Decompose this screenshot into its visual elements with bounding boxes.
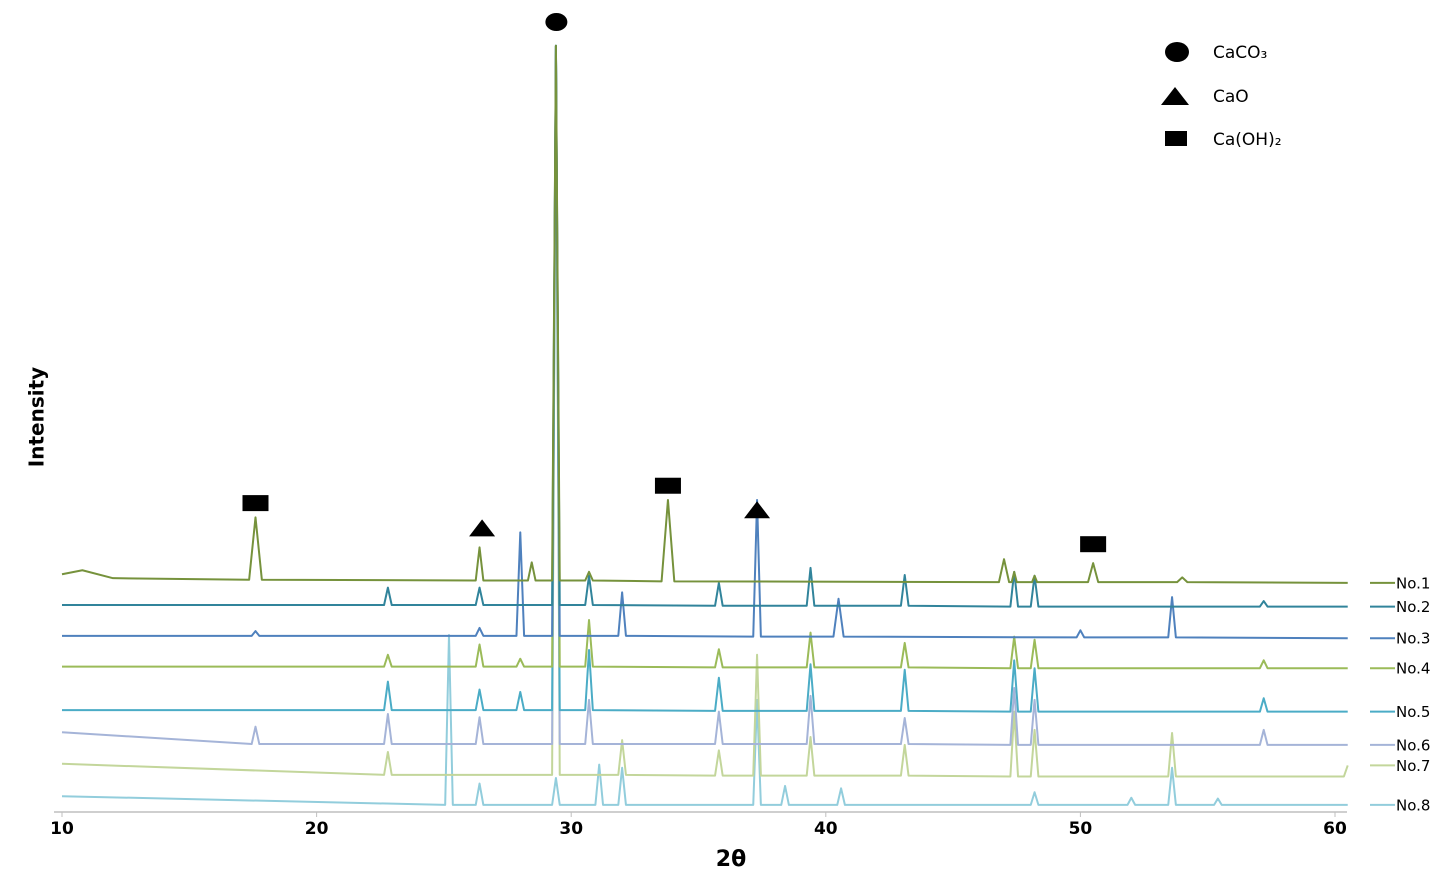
phase-marker [242, 495, 269, 512]
legend-square [1165, 131, 1187, 146]
x-tick-label: 20 [305, 819, 329, 839]
phase-marker [469, 519, 496, 537]
legend-label: CaCO₃ [1213, 43, 1267, 63]
series-line [62, 44, 1348, 713]
legend-circle [1165, 42, 1189, 62]
phase-marker [545, 13, 568, 31]
phase-marker [744, 501, 771, 519]
legend-label: No.1 [1396, 574, 1430, 592]
legend-label: No.6 [1396, 736, 1430, 754]
x-tick-label: 40 [814, 819, 838, 839]
y-axis-label: Intensity [25, 367, 49, 467]
phase-marker [1080, 536, 1107, 553]
x-tick-label: 10 [50, 819, 74, 839]
phase-marker [654, 477, 681, 494]
x-axis-label: 2θ [716, 847, 746, 872]
series-line [61, 634, 1348, 806]
legend-label: No.2 [1396, 598, 1430, 616]
series-line [62, 44, 1348, 670]
legend-label: CaO [1213, 87, 1249, 107]
legend-label: No.7 [1396, 757, 1430, 775]
x-tick-label: 60 [1323, 819, 1347, 839]
legend-label: No.8 [1396, 796, 1430, 814]
series-line [62, 44, 1348, 608]
x-tick-label: 50 [1069, 819, 1093, 839]
legend-label: No.3 [1396, 630, 1430, 648]
legend-label: No.5 [1396, 703, 1430, 721]
legend-triangle [1161, 87, 1189, 105]
series-line [61, 44, 1348, 584]
x-tick-label: 30 [559, 819, 583, 839]
series-line [62, 44, 1348, 640]
legend-label: Ca(OH)₂ [1213, 130, 1282, 150]
legend-label: No.4 [1396, 660, 1430, 678]
series-line [61, 44, 1348, 746]
